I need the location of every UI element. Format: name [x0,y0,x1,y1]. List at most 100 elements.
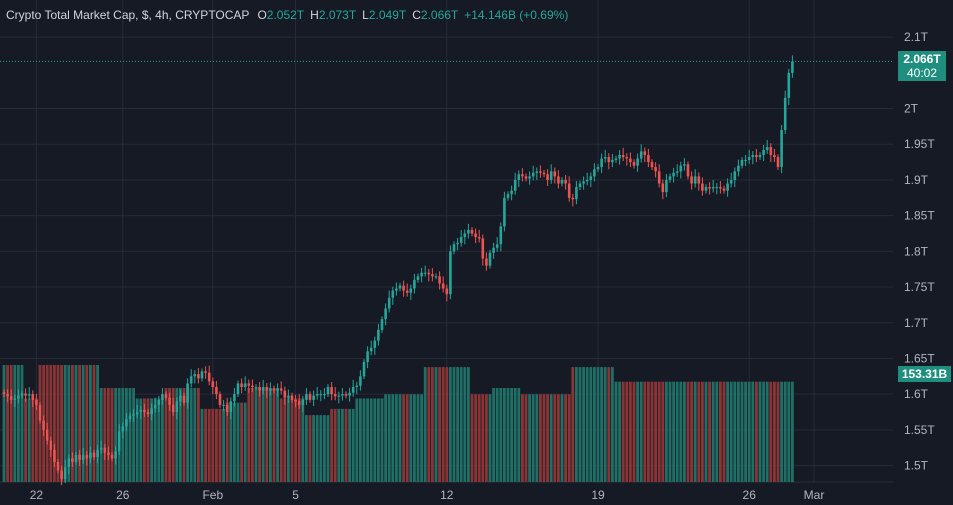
time-axis[interactable]: 22 26 Feb 5 12 19 26 Mar [30,488,825,502]
candle-body [639,151,643,159]
candle-body [200,371,204,379]
candle-body [254,387,258,389]
candle-body [53,449,56,463]
price-axis[interactable]: 2.1T 2T 1.95T 1.9T 1.85T 1.8T 1.75T 1.7T 1.65T 1.… [904,30,935,472]
volume-bar [132,387,135,482]
volume-bar [582,367,585,482]
volume-bar [114,387,117,482]
volume-bar [553,394,557,482]
candle-body [294,399,297,402]
x-tick-label: 26 [116,488,130,502]
volume-bar [503,387,506,482]
candle-body [751,154,755,158]
volume-bar [110,387,114,482]
candle-body [186,383,189,403]
candle-body [643,151,647,155]
volume-bar [301,398,305,482]
candle-body [780,129,783,168]
volume-bar [290,398,294,482]
candle-body [535,171,539,173]
low-label: L [362,8,369,22]
candle-body [549,171,553,180]
candle-body [733,171,737,180]
y-tick-label: 1.8T [904,244,929,258]
candle-body [319,394,323,396]
volume-bar [787,381,791,482]
volume-bar [506,387,510,482]
candle-body [218,394,222,405]
volume-bar [366,398,369,482]
y-tick-label: 1.85T [904,209,935,223]
candle-body [679,165,683,172]
candle-body [675,171,679,173]
candle-body [308,394,312,400]
candle-body [391,290,395,298]
volume-bar [258,387,261,482]
volume-bar [661,381,665,482]
volume-bar [315,415,319,482]
volume-bar [193,387,197,482]
volume-bar [686,381,690,482]
candle-body [114,451,117,459]
candle-body [315,394,319,396]
candle-body [240,383,243,388]
candle-body [60,470,63,480]
volume-bar [747,381,751,482]
candle-body [481,238,485,259]
candle-body [121,426,125,432]
volume-bar [431,367,434,482]
volume-bar [24,398,27,482]
candle-body [611,159,614,163]
volume-bar [751,381,755,482]
candle-body [665,179,668,193]
candle-body [222,404,225,406]
candle-body [459,237,463,243]
x-tick-label: Mar [804,488,825,502]
y-tick-label: 1.95T [904,137,935,151]
candle-body [42,420,45,430]
volume-bar [596,367,600,482]
y-tick-label: 1.75T [904,280,935,294]
candle-body [78,454,81,460]
volume-bar [78,365,81,482]
candle-body [726,183,729,191]
volume-bar [701,381,704,482]
last-price-value: 2.066T [903,52,941,66]
volume-bar [60,365,63,482]
volume-bar [261,387,265,482]
volume-bar [189,387,193,482]
volume-bar [528,394,531,482]
volume-bar [571,367,575,482]
volume-bar [593,367,596,482]
candle-body [755,154,758,158]
volume-bar [740,381,744,482]
volume-bar [6,365,9,482]
symbol-title[interactable]: Crypto Total Market Cap, $, 4h, CRYPTOCA… [6,8,250,22]
volume-bar [107,387,110,482]
candle-body [333,394,337,397]
volume-bar [607,367,611,482]
candle-body [13,398,17,400]
candle-body [283,390,287,398]
volume-bar [380,398,384,482]
volume-bar [146,398,150,482]
candle-body [384,308,387,320]
candle-body [251,385,254,388]
candle-body [233,394,236,402]
volume-bar [463,367,467,482]
candle-body [103,447,107,453]
candle-body [661,183,665,193]
volume-bar [269,387,272,482]
volume-bar [420,394,423,482]
candle-body [132,414,135,416]
volume-bar [279,398,283,482]
volume-bar [452,367,456,482]
volume-bar [71,365,74,482]
volume-bar [27,398,31,482]
candle-body [207,372,211,382]
x-tick-label: 5 [292,488,299,502]
last-price-tag: 2.066T 40:02 [898,51,946,81]
volume-bar [384,394,387,482]
candle-body [247,383,251,386]
